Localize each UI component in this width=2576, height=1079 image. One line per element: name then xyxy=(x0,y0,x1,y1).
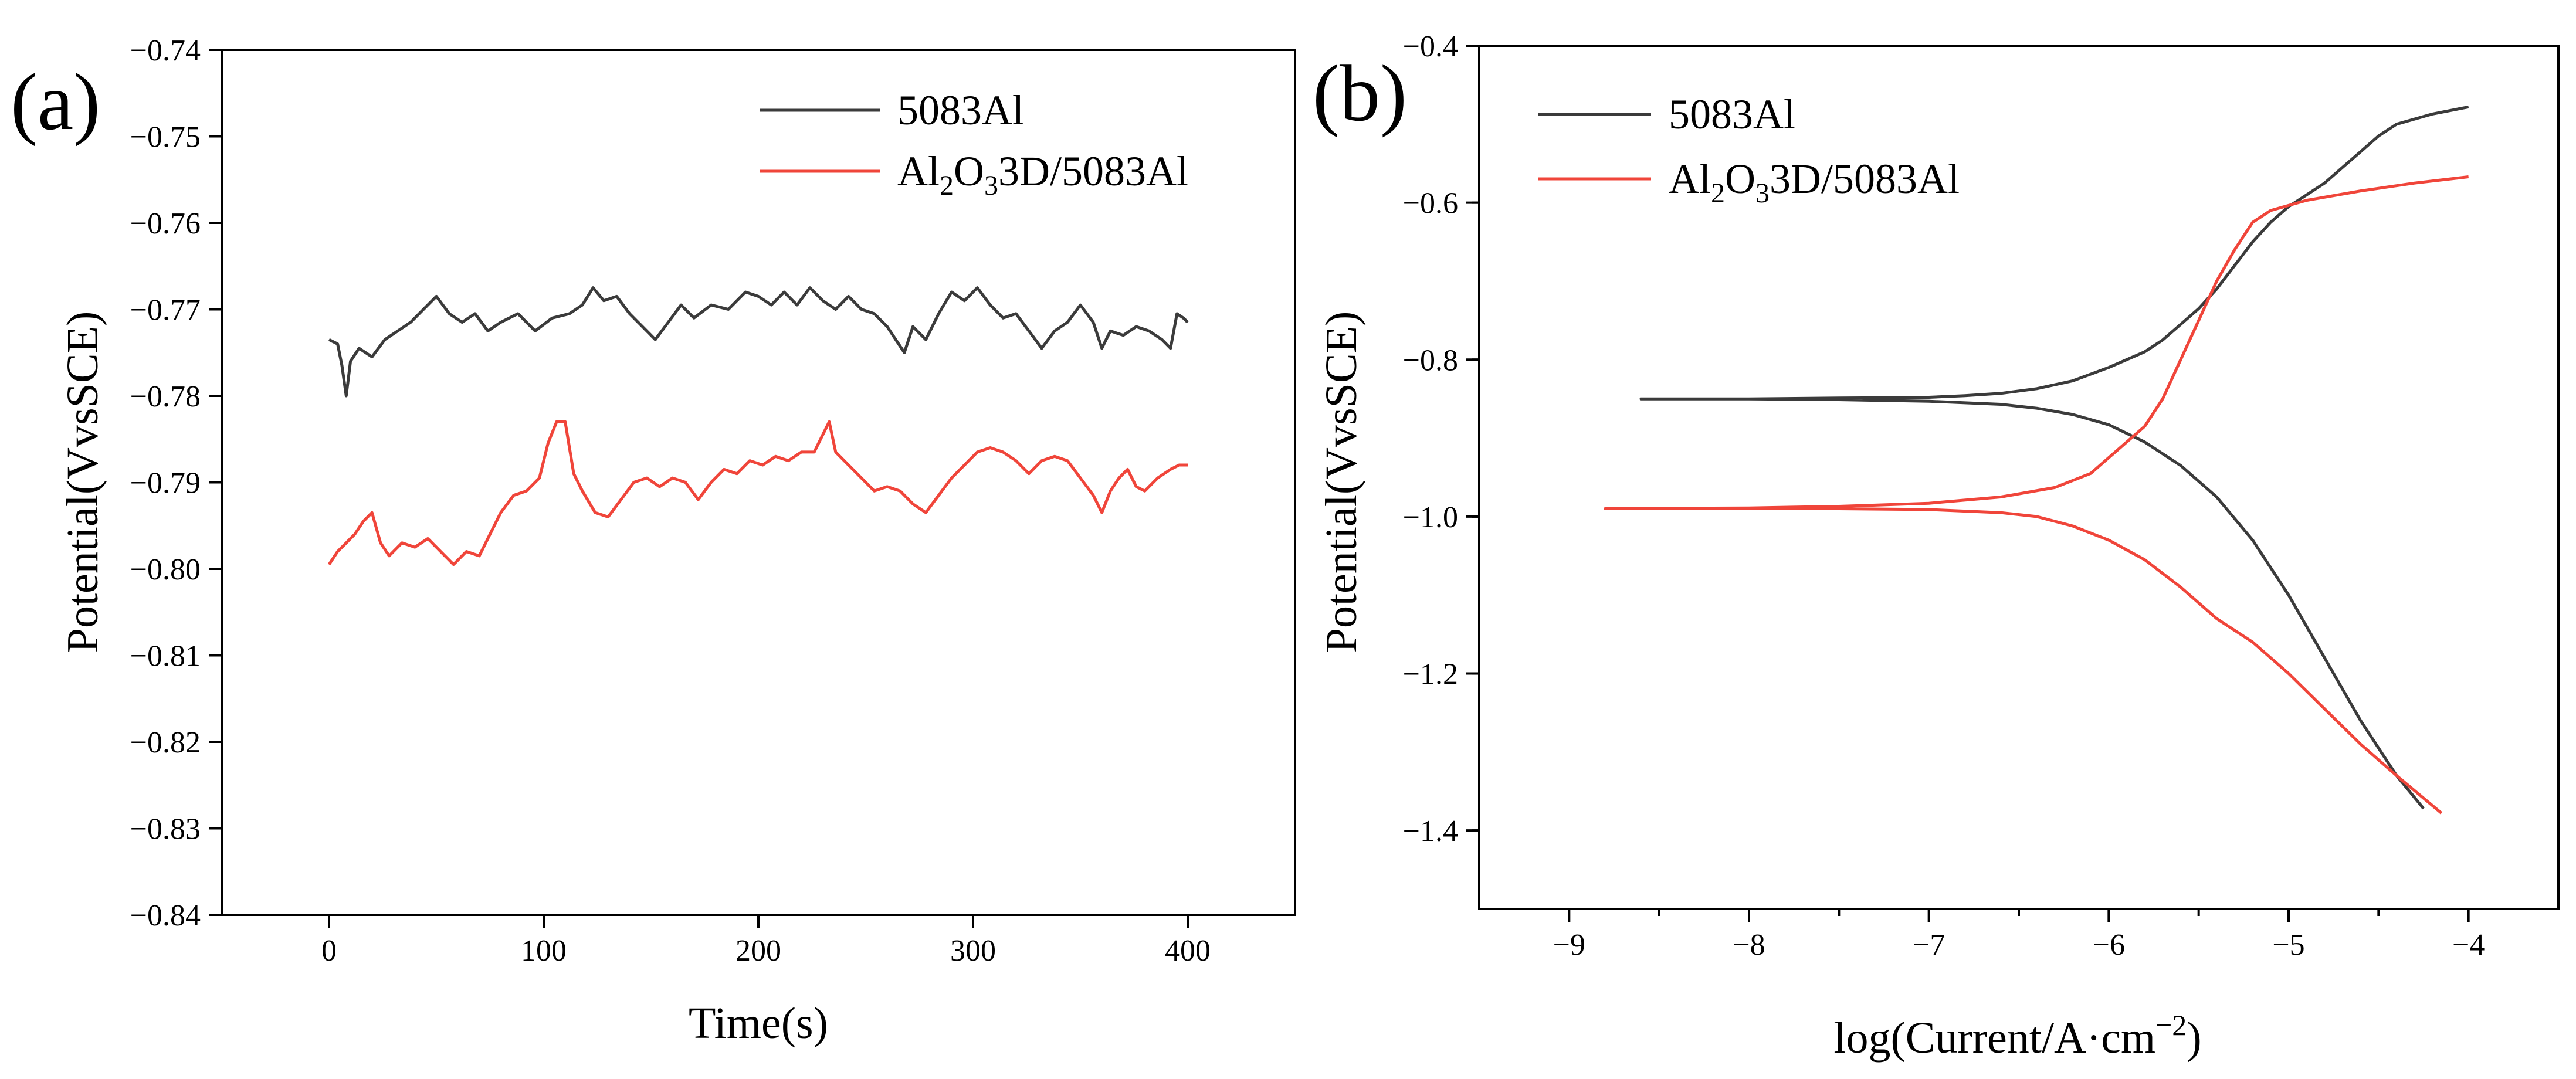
y-tick-label: −1.2 xyxy=(1403,658,1458,691)
y-tick-label: −0.75 xyxy=(130,121,201,154)
panel-b-label: (b) xyxy=(1313,48,1407,138)
series-line-5083al xyxy=(1639,105,2469,810)
chart-b-ticks: −9 −8 −7 −6 −5 −4 −1.4 −1.2 −1.0 −0.8 −0.6 −0.4 xyxy=(1403,30,2485,962)
series-line-al2o3-3d-5083al xyxy=(327,420,1188,566)
series-line-5083al xyxy=(328,286,1189,398)
chart-a-y-axis-label: Potential(VvsSCE) xyxy=(58,311,107,653)
x-tick-label: 400 xyxy=(1165,934,1211,968)
y-tick-label: −0.77 xyxy=(130,294,201,327)
y-tick-label: −0.6 xyxy=(1403,187,1458,220)
x-tick-label: 200 xyxy=(735,934,781,968)
chart-b-y-axis-label: Potential(VvsSCE) xyxy=(1317,311,1366,653)
legend-label-al2o3-3d-5083al: Al2O33D/5083Al xyxy=(897,148,1188,201)
y-tick-label: −0.81 xyxy=(130,640,201,673)
chart-b: −9 −8 −7 −6 −5 −4 −1.4 −1.2 −1.0 −0.8 −0.6 −0.4 508… xyxy=(1317,30,2560,1063)
y-tick-label: −0.83 xyxy=(130,813,201,846)
y-tick-label: −0.78 xyxy=(130,380,201,413)
x-tick-label: −6 xyxy=(2093,928,2125,962)
x-tick-label: −4 xyxy=(2452,928,2485,962)
y-tick-label: −0.8 xyxy=(1403,344,1458,377)
x-tick-label: 0 xyxy=(321,934,337,968)
y-tick-label: −0.76 xyxy=(130,207,201,240)
y-tick-label: −0.79 xyxy=(130,467,201,500)
x-tick-label: −7 xyxy=(1913,928,1945,962)
x-tick-label: −8 xyxy=(1733,928,1765,962)
panel-a-label: (a) xyxy=(11,57,100,147)
y-tick-label: −0.80 xyxy=(130,553,201,586)
series-line-al2o3-3d-5083al xyxy=(1604,175,2469,815)
y-tick-label: −0.82 xyxy=(130,726,201,759)
chart-b-series xyxy=(1604,105,2469,815)
chart-b-plot-frame xyxy=(1478,45,2560,910)
chart-a: 0 100 200 300 400 −0.84 −0.83 −0.82 −0.81 −0.80 −0… xyxy=(58,34,1296,1048)
chart-b-x-axis-label: log(Current/A·cm−2) xyxy=(1833,1009,2201,1063)
legend-label-al2o3-3d-5083al: Al2O33D/5083Al xyxy=(1669,155,1960,209)
x-tick-label: −5 xyxy=(2272,928,2304,962)
chart-a-ticks: 0 100 200 300 400 −0.84 −0.83 −0.82 −0.81 −0.80 −0… xyxy=(130,34,1211,968)
legend-label-5083al: 5083Al xyxy=(1669,91,1795,138)
legend-label-5083al: 5083Al xyxy=(897,87,1024,134)
x-tick-label: −9 xyxy=(1553,928,1585,962)
x-tick-label: 100 xyxy=(521,934,567,968)
y-tick-label: −0.4 xyxy=(1403,30,1458,63)
chart-b-legend: 5083Al Al2O33D/5083Al xyxy=(1538,91,1960,209)
chart-a-x-axis-label: Time(s) xyxy=(689,999,828,1048)
y-tick-label: −1.4 xyxy=(1403,815,1458,848)
y-tick-label: −1.0 xyxy=(1403,501,1458,534)
chart-a-series xyxy=(327,286,1189,566)
x-tick-label: 300 xyxy=(950,934,996,968)
y-tick-label: −0.84 xyxy=(130,899,201,932)
chart-a-legend: 5083Al Al2O33D/5083Al xyxy=(760,87,1188,201)
y-tick-label: −0.74 xyxy=(130,34,201,67)
